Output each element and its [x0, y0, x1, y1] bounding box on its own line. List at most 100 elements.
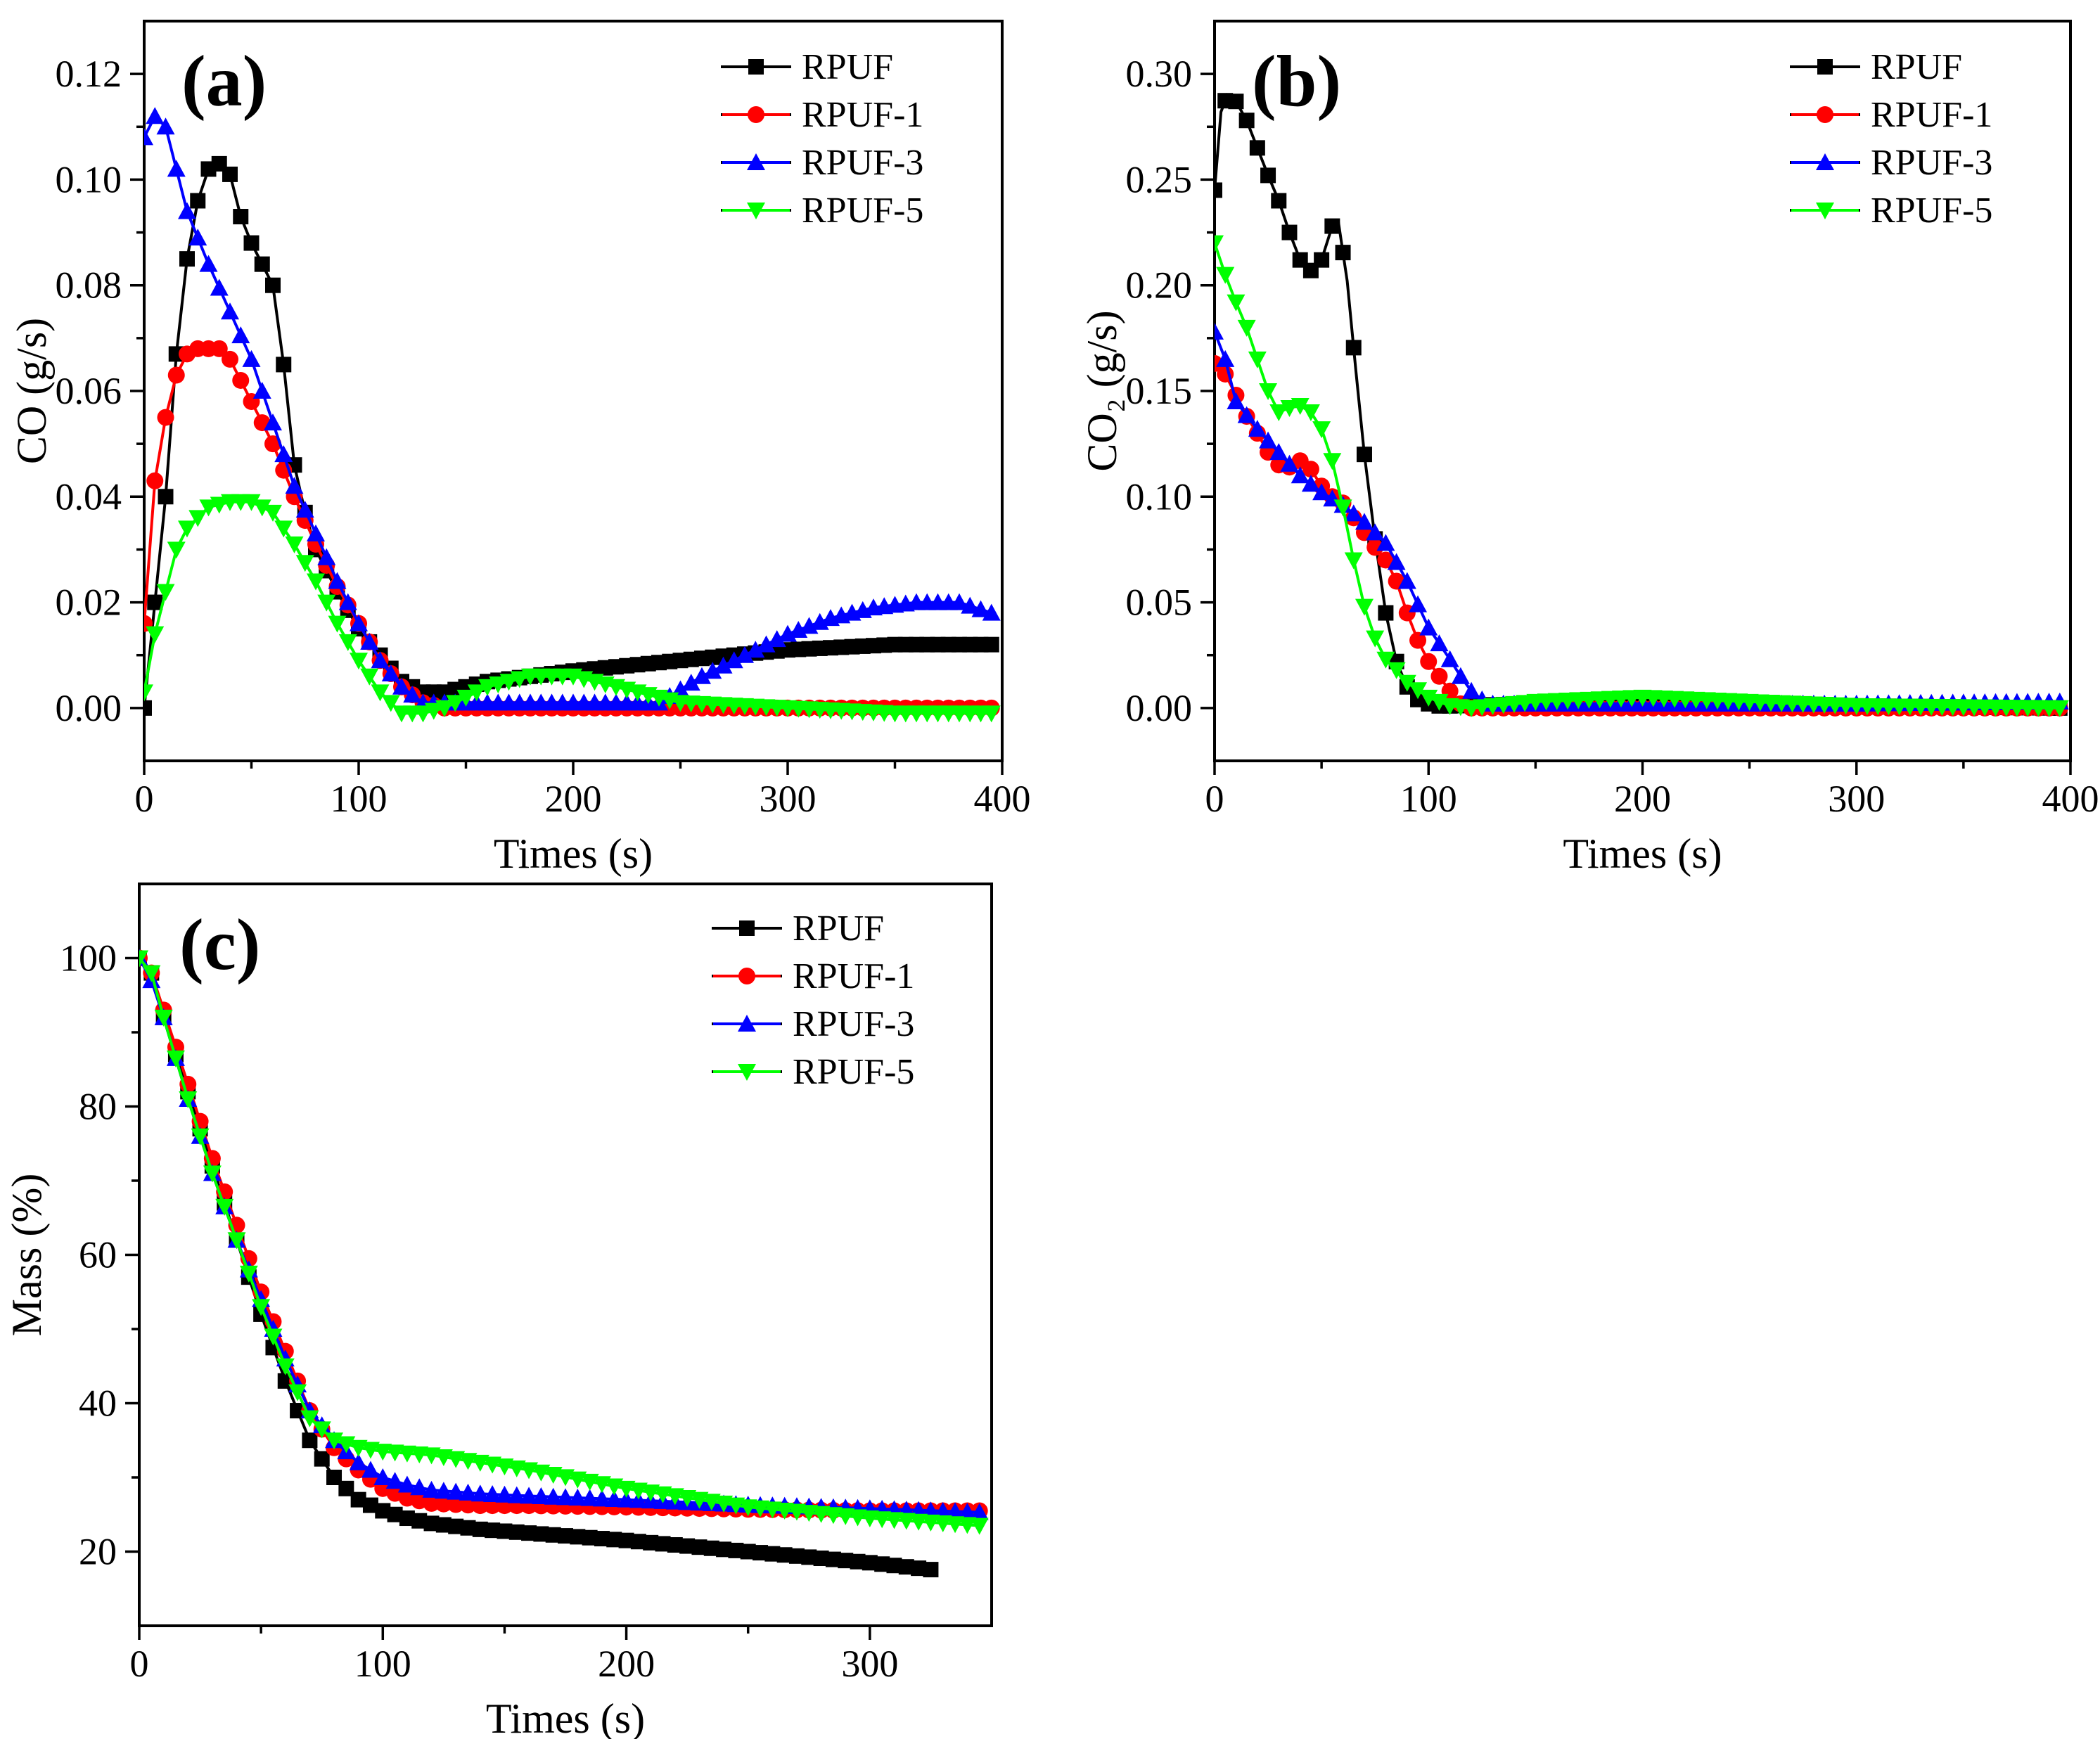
data-point: [850, 1553, 866, 1570]
y-tick-label: 80: [79, 1086, 117, 1128]
data-point: [156, 117, 175, 135]
data-point: [738, 1499, 757, 1517]
data-point: [328, 572, 347, 589]
data-point: [314, 1451, 330, 1467]
data-point: [470, 1484, 489, 1502]
data-point: [414, 705, 433, 723]
data-point: [1280, 454, 1299, 472]
legend-item: RPUF-3: [721, 143, 923, 183]
data-point: [411, 1513, 428, 1529]
data-point: [460, 1520, 476, 1536]
data-point: [350, 1491, 366, 1508]
data-point: [950, 593, 968, 610]
x-tick-label: 400: [2042, 778, 2099, 820]
data-point: [178, 520, 196, 538]
data-point: [210, 340, 228, 357]
data-point: [1259, 431, 1278, 449]
legend-item: RPUF-1: [721, 95, 923, 135]
data-point: [946, 1502, 965, 1520]
data-point: [1281, 224, 1298, 240]
data-point: [227, 1232, 246, 1250]
data-point: [1344, 504, 1363, 522]
legend-marker: [739, 920, 755, 936]
data-point: [373, 1468, 392, 1485]
panel-label: (c): [179, 904, 260, 985]
data-point: [946, 1516, 965, 1534]
data-point: [239, 1265, 258, 1283]
data-point: [800, 1505, 819, 1522]
data-point: [1314, 252, 1330, 268]
legend-label: RPUF-1: [1871, 95, 1992, 135]
y-tick-label: 0.04: [56, 475, 122, 518]
x-axis-title: Times (s): [494, 830, 653, 877]
x-tick-label: 0: [135, 778, 154, 820]
x-tick-label: 400: [974, 778, 1031, 820]
data-point: [1335, 245, 1351, 261]
data-point: [691, 1539, 708, 1555]
data-point: [350, 653, 368, 670]
data-point: [139, 950, 148, 968]
data-point: [1238, 113, 1255, 129]
x-tick-label: 100: [1400, 778, 1457, 820]
x-tick-label: 200: [1614, 778, 1671, 820]
data-point: [838, 1553, 854, 1569]
data-point: [1227, 392, 1246, 410]
data-point: [179, 1091, 198, 1108]
data-point: [862, 1555, 878, 1571]
data-point: [483, 1485, 502, 1503]
data-point: [812, 1506, 831, 1523]
data-point: [958, 1517, 977, 1534]
data-point: [556, 1488, 575, 1506]
data-point: [1301, 475, 1320, 492]
x-tick-label: 200: [545, 778, 602, 820]
data-point: [397, 1475, 416, 1493]
data-point: [1419, 689, 1438, 707]
data-point: [385, 1444, 404, 1462]
data-point: [302, 1432, 318, 1449]
y-tick-label: 0.06: [56, 370, 122, 412]
data-point: [410, 1446, 429, 1464]
x-tick-label: 300: [760, 778, 817, 820]
y-tick-label: 0.08: [56, 264, 122, 307]
data-point: [757, 635, 776, 653]
y-axis-title: CO (g/s): [8, 318, 55, 464]
data-point: [410, 1478, 429, 1496]
data-point: [254, 256, 270, 272]
data-point: [435, 700, 454, 717]
data-point: [231, 326, 250, 344]
data-point: [1355, 513, 1374, 530]
data-point: [1302, 461, 1319, 478]
data-point: [716, 1541, 732, 1558]
data-point: [158, 489, 174, 505]
data-point: [362, 1497, 378, 1513]
data-point: [860, 1510, 879, 1528]
y-tick-label: 0.02: [56, 582, 122, 624]
x-tick-label: 200: [598, 1643, 655, 1685]
legend-marker: [1817, 59, 1833, 75]
data-point: [423, 1494, 440, 1512]
panel-label: (a): [181, 41, 267, 122]
data-point: [232, 371, 250, 389]
data-point: [264, 1328, 283, 1346]
data-point: [423, 1515, 440, 1532]
data-point: [1259, 383, 1278, 400]
legend-marker: [1816, 153, 1834, 170]
legend-label: RPUF-5: [793, 1052, 914, 1092]
legend-item: RPUF: [721, 47, 893, 87]
data-point: [724, 651, 743, 669]
data-point: [338, 593, 357, 610]
legend-label: RPUF-3: [1871, 143, 1992, 183]
data-point: [1312, 483, 1331, 501]
legend-label: RPUF-1: [793, 956, 914, 996]
data-point: [923, 1562, 939, 1578]
data-point: [763, 1501, 782, 1519]
data-point: [144, 700, 152, 716]
x-tick-label: 300: [841, 1643, 898, 1685]
data-point: [422, 1480, 441, 1498]
series-rpuf: [139, 950, 939, 1578]
data-point: [898, 1559, 914, 1575]
data-point: [307, 573, 325, 591]
data-point: [970, 1517, 989, 1535]
data-point: [290, 1403, 306, 1419]
chart-panel-2: 0 100 200 300 20 40 60 80 100 Times (s) Mass (%) (c…: [4, 883, 993, 1739]
